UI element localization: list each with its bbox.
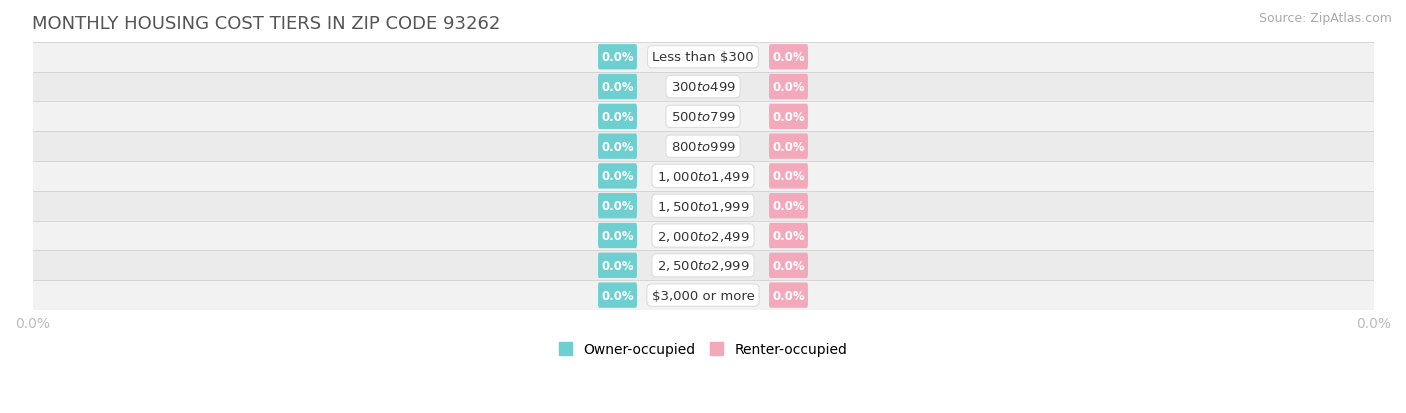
Bar [32,191,1374,221]
Text: 0.0%: 0.0% [602,170,634,183]
FancyBboxPatch shape [769,134,808,159]
Bar [32,221,1374,251]
FancyBboxPatch shape [598,45,637,70]
FancyBboxPatch shape [769,104,808,130]
Bar [32,280,1374,310]
FancyBboxPatch shape [598,134,637,159]
Text: 0.0%: 0.0% [772,170,804,183]
FancyBboxPatch shape [769,75,808,100]
Text: 0.0%: 0.0% [772,140,804,153]
Text: $2,000 to $2,499: $2,000 to $2,499 [657,229,749,243]
Text: $1,000 to $1,499: $1,000 to $1,499 [657,169,749,183]
Text: $500 to $799: $500 to $799 [671,111,735,123]
Text: $300 to $499: $300 to $499 [671,81,735,94]
FancyBboxPatch shape [598,75,637,100]
Text: $3,000 or more: $3,000 or more [651,289,755,302]
Text: Less than $300: Less than $300 [652,51,754,64]
Text: 0.0%: 0.0% [772,230,804,242]
Text: 0.0%: 0.0% [772,259,804,272]
FancyBboxPatch shape [769,45,808,70]
Text: 0.0%: 0.0% [602,230,634,242]
Text: 0.0%: 0.0% [772,200,804,213]
Text: 0.0%: 0.0% [772,51,804,64]
Text: MONTHLY HOUSING COST TIERS IN ZIP CODE 93262: MONTHLY HOUSING COST TIERS IN ZIP CODE 9… [32,15,501,33]
FancyBboxPatch shape [598,253,637,278]
Text: 0.0%: 0.0% [602,111,634,123]
Text: 0.0%: 0.0% [602,140,634,153]
FancyBboxPatch shape [769,253,808,278]
Legend: Owner-occupied, Renter-occupied: Owner-occupied, Renter-occupied [553,337,853,362]
Bar [32,43,1374,73]
Text: 0.0%: 0.0% [602,289,634,302]
FancyBboxPatch shape [769,194,808,219]
FancyBboxPatch shape [598,283,637,308]
Bar [32,161,1374,191]
Text: Source: ZipAtlas.com: Source: ZipAtlas.com [1258,12,1392,25]
Bar [32,102,1374,132]
FancyBboxPatch shape [769,164,808,189]
FancyBboxPatch shape [769,223,808,249]
Text: 0.0%: 0.0% [602,81,634,94]
FancyBboxPatch shape [598,104,637,130]
FancyBboxPatch shape [598,223,637,249]
Text: 0.0%: 0.0% [772,289,804,302]
Text: $800 to $999: $800 to $999 [671,140,735,153]
Text: $2,500 to $2,999: $2,500 to $2,999 [657,259,749,273]
Text: 0.0%: 0.0% [772,81,804,94]
Bar [32,251,1374,280]
Text: 0.0%: 0.0% [602,51,634,64]
FancyBboxPatch shape [769,283,808,308]
Text: 0.0%: 0.0% [602,200,634,213]
FancyBboxPatch shape [598,164,637,189]
Bar [32,73,1374,102]
Text: 0.0%: 0.0% [602,259,634,272]
Bar [32,132,1374,161]
FancyBboxPatch shape [598,194,637,219]
Text: 0.0%: 0.0% [772,111,804,123]
Text: $1,500 to $1,999: $1,500 to $1,999 [657,199,749,213]
